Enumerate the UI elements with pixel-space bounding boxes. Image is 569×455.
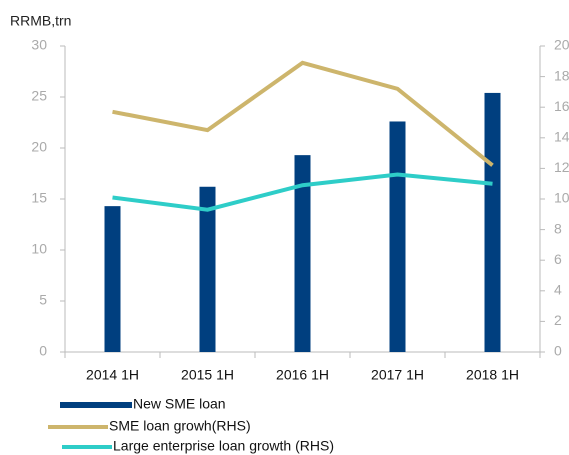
- y2-tick-label: 12: [554, 159, 569, 175]
- y-tick-label: 20: [31, 139, 47, 155]
- legend-label: SME loan growh(RHS): [109, 418, 251, 434]
- bar: [484, 92, 501, 353]
- bar: [199, 186, 216, 352]
- y2-tick-label: 8: [554, 220, 562, 236]
- y-tick-label: 15: [31, 190, 47, 206]
- y2-tick-label: 4: [554, 282, 562, 298]
- y-tick-label: 10: [31, 241, 47, 257]
- y-tick-label: 5: [39, 292, 47, 308]
- legend-label: New SME loan: [133, 396, 226, 412]
- legend-label: Large enterprise loan growth (RHS): [113, 438, 334, 454]
- y2-tick-label: 16: [554, 98, 569, 114]
- x-tick-label: 2016 1H: [276, 367, 329, 383]
- y2-tick-label: 20: [554, 37, 569, 53]
- x-tick-label: 2015 1H: [181, 367, 234, 383]
- bar: [294, 155, 311, 352]
- x-tick-label: 2017 1H: [371, 367, 424, 383]
- x-tick-label: 2018 1H: [466, 367, 519, 383]
- bar: [389, 121, 406, 352]
- y-tick-label: 30: [31, 37, 47, 53]
- y2-tick-label: 10: [554, 190, 569, 206]
- line: [112, 60, 494, 167]
- y2-tick-label: 2: [554, 312, 562, 328]
- y2-tick-label: 18: [554, 67, 569, 83]
- x-tick-label: 2014 1H: [86, 367, 139, 383]
- bar: [104, 206, 121, 352]
- y-tick-label: 0: [39, 343, 47, 359]
- y2-tick-label: 0: [554, 343, 562, 359]
- y-axis-label: RRMB,trn: [10, 13, 71, 29]
- y2-tick-label: 14: [554, 129, 569, 145]
- line: [112, 172, 493, 212]
- y-tick-label: 25: [31, 88, 47, 104]
- y2-tick-label: 6: [554, 251, 562, 267]
